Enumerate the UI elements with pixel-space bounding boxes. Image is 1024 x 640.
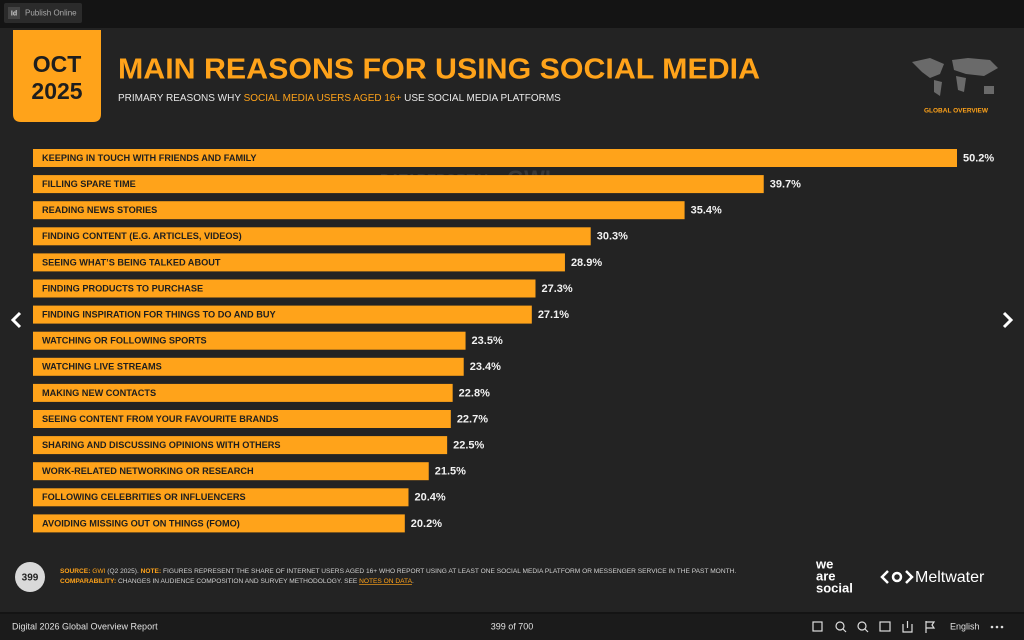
world-map [912, 58, 998, 96]
bar [33, 410, 451, 428]
document-name: Digital 2026 Global Overview Report [12, 621, 158, 631]
category-label: FINDING PRODUCTS TO PURCHASE [42, 283, 203, 293]
category-label: WORK-RELATED NETWORKING OR RESEARCH [42, 466, 254, 476]
category-label: WATCHING LIVE STREAMS [42, 362, 162, 372]
notes-link[interactable]: NOTES ON DATA [359, 578, 412, 585]
bar [33, 305, 532, 324]
date-box [13, 30, 101, 122]
bar [33, 279, 536, 298]
category-label: SEEING WHAT’S BEING TALKED ABOUT [42, 257, 221, 267]
category-label: FINDING CONTENT (E.G. ARTICLES, VIDEOS) [42, 231, 242, 241]
footer-comparability: COMPARABILITY: CHANGES IN AUDIENCE COMPO… [60, 578, 414, 585]
app-icon-text: Id [11, 10, 17, 17]
source-rest: (Q2 2025). [105, 568, 140, 575]
page-counter: 399 of 700 [491, 621, 534, 631]
chart-subtitle: PRIMARY REASONS WHY SOCIAL MEDIA USERS A… [118, 93, 561, 104]
page-number: 399 [22, 573, 39, 584]
bar [33, 149, 957, 167]
date-month: OCT [33, 51, 82, 77]
viewer-icons[interactable] [812, 621, 936, 633]
category-label: SEEING CONTENT FROM YOUR FAVOURITE BRAND… [42, 414, 279, 424]
footer-source: SOURCE: GWI (Q2 2025). NOTE: FIGURES REP… [60, 568, 736, 575]
date-year: 2025 [31, 78, 82, 104]
category-label: FINDING INSPIRATION FOR THINGS TO DO AND… [42, 310, 276, 320]
app-badge[interactable] [4, 3, 82, 23]
category-label: AVOIDING MISSING OUT ON THINGS (FOMO) [42, 518, 240, 528]
end: . [412, 578, 414, 585]
app-icon [8, 7, 20, 19]
viewer-bar [0, 614, 1024, 640]
category-label: FILLING SPARE TIME [42, 179, 136, 189]
value-label: 22.5% [453, 440, 484, 452]
bar [33, 514, 405, 533]
prev-arrow[interactable] [10, 311, 22, 329]
logo-are: are [816, 568, 836, 583]
bar [33, 488, 409, 507]
category-label: SHARING AND DISCUSSING OPINIONS WITH OTH… [42, 440, 281, 450]
value-label: 30.3% [597, 231, 628, 243]
logo-meltwater: Meltwater [915, 569, 985, 586]
note: FIGURES REPRESENT THE SHARE OF INTERNET … [161, 568, 736, 575]
category-label: READING NEWS STORIES [42, 205, 157, 215]
global-overview: GLOBAL OVERVIEW [924, 108, 989, 115]
bar [33, 357, 464, 376]
subtitle-highlight: SOCIAL MEDIA USERS AGED 16+ [244, 93, 402, 104]
page-badge [15, 562, 45, 592]
value-label: 27.1% [538, 309, 569, 321]
bar [33, 436, 448, 455]
source-label: SOURCE: [60, 568, 90, 575]
bar-chart: KEEPING IN TOUCH WITH FRIENDS AND FAMILY… [33, 149, 994, 533]
chart-title: MAIN REASONS FOR USING SOCIAL MEDIA [118, 54, 760, 86]
category-label: FOLLOWING CELEBRITIES OR INFLUENCERS [42, 492, 246, 502]
bar [33, 462, 429, 481]
language[interactable]: English [950, 621, 980, 631]
bar [33, 227, 591, 246]
value-label: 22.8% [459, 387, 490, 399]
app-name: Publish Online [25, 9, 77, 18]
category-label: KEEPING IN TOUCH WITH FRIENDS AND FAMILY [42, 153, 257, 163]
bar [33, 383, 453, 402]
logo-we: we [815, 556, 833, 571]
next-arrow[interactable] [1002, 311, 1014, 329]
source: GWI [92, 568, 105, 575]
comparability: CHANGES IN AUDIENCE COMPOSITION AND SURV… [116, 578, 359, 585]
value-label: 20.2% [411, 518, 442, 530]
bar [33, 201, 685, 220]
subtitle-part: USE SOCIAL MEDIA PLATFORMS [401, 93, 561, 104]
category-label: MAKING NEW CONTACTS [42, 388, 156, 398]
bar [33, 175, 764, 194]
meltwater-icon [880, 570, 914, 584]
value-label: 28.9% [571, 257, 602, 269]
value-label: 22.7% [457, 413, 488, 425]
value-label: 39.7% [770, 179, 801, 191]
more-icon[interactable] [990, 625, 1004, 629]
bar [33, 331, 466, 350]
comparability-label: COMPARABILITY: [60, 578, 116, 585]
category-label: WATCHING OR FOLLOWING SPORTS [42, 336, 207, 346]
value-label: 23.4% [470, 361, 501, 373]
value-label: 20.4% [414, 492, 445, 504]
value-label: 27.3% [541, 283, 572, 295]
subtitle-part: PRIMARY REASONS WHY [118, 93, 244, 104]
bar [33, 253, 565, 272]
logo-social: social [816, 580, 853, 595]
value-label: 23.5% [472, 335, 503, 347]
note-label: NOTE: [141, 568, 162, 575]
value-label: 21.5% [435, 466, 466, 478]
value-label: 50.2% [963, 152, 994, 164]
value-label: 35.4% [691, 205, 722, 217]
